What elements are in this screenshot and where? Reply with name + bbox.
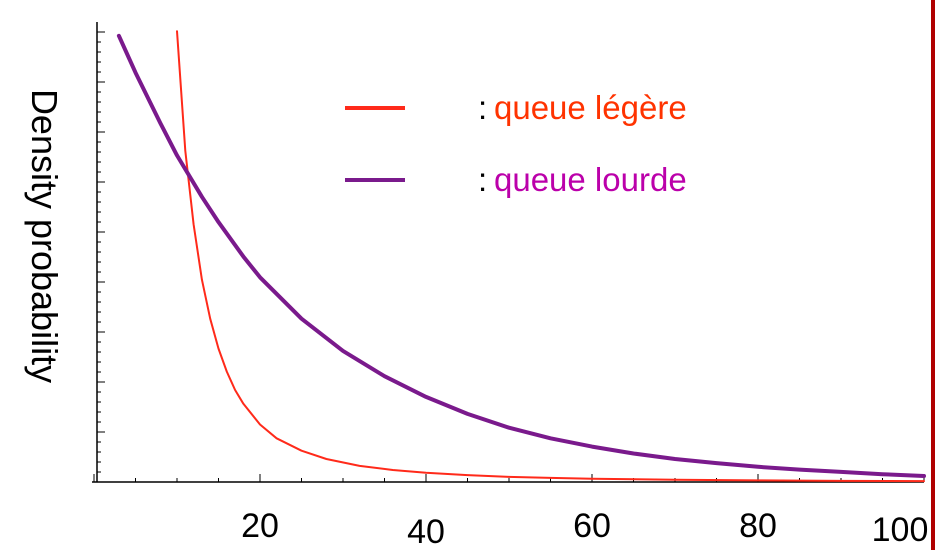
y-axis-label: Density probability [24,89,65,383]
x-tick-label: 40 [407,513,445,550]
x-tick-label: 100 [872,511,929,549]
x-tick-label: 20 [241,507,279,545]
y-ticks-group [97,31,105,483]
legend-prefix-heavy-tail: : [478,161,487,198]
series-line-heavy-tail [116,33,926,478]
series-line-light-tail [176,30,925,483]
x-tick-labels-group: 20 40 60 80 100 [241,507,928,550]
x-tick-label: 80 [739,507,777,545]
legend-entry-heavy-tail: : queue lourde [345,161,687,198]
legend-entry-light-tail: : queue légère [345,89,687,126]
legend-label-heavy-tail: queue lourde [494,161,687,198]
legend-prefix-light-tail: : [478,89,487,126]
legend: : queue légère : queue lourde [345,89,687,198]
axes-group [92,22,925,483]
x-tick-label: 60 [573,507,611,545]
legend-label-light-tail: queue légère [494,89,687,126]
series-group [116,30,926,483]
